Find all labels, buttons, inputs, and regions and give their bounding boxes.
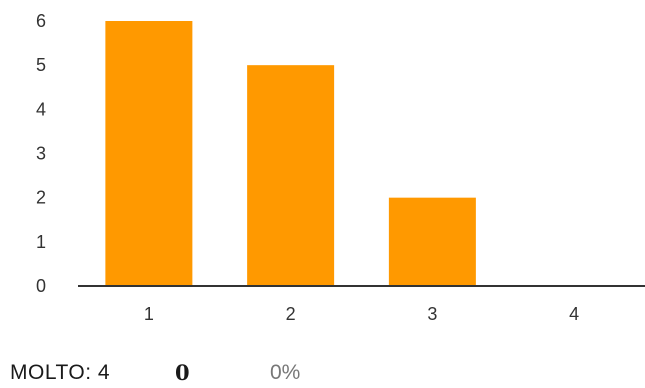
footer-label: MOLTO: 4 bbox=[10, 361, 111, 384]
footer-row: MOLTO: 4 0 0% bbox=[10, 358, 640, 388]
y-tick-label: 3 bbox=[36, 144, 46, 164]
bar bbox=[388, 197, 476, 286]
x-tick-label: 2 bbox=[286, 304, 296, 324]
bars bbox=[105, 21, 476, 287]
y-axis-ticks: 0 1 2 3 4 5 6 bbox=[36, 11, 46, 296]
y-tick-label: 6 bbox=[36, 11, 46, 31]
footer-count: 0 bbox=[175, 360, 190, 385]
x-tick-label: 1 bbox=[144, 304, 154, 324]
bar bbox=[105, 21, 193, 286]
x-axis-ticks: 1 2 3 4 bbox=[144, 304, 579, 324]
x-tick-label: 4 bbox=[569, 304, 579, 324]
y-tick-label: 2 bbox=[36, 188, 46, 208]
bar-chart: 0 1 2 3 4 5 6 1 2 3 4 bbox=[36, 11, 645, 324]
x-tick-label: 3 bbox=[427, 304, 437, 324]
y-tick-label: 0 bbox=[36, 276, 46, 296]
y-tick-label: 4 bbox=[36, 99, 46, 119]
y-tick-label: 5 bbox=[36, 55, 46, 75]
y-tick-label: 1 bbox=[36, 232, 46, 252]
bar bbox=[247, 65, 335, 287]
footer-percent: 0% bbox=[270, 361, 301, 384]
